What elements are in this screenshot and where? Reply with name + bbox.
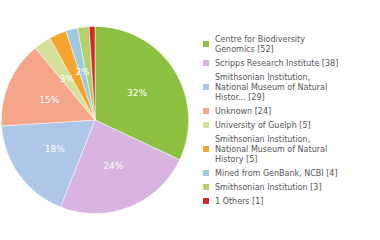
svg-text:15%: 15% [39, 95, 59, 105]
svg-text:National Museum of Natural: National Museum of Natural [215, 145, 327, 154]
svg-text:Unknown [24]: Unknown [24] [215, 107, 271, 116]
svg-text:History [5]: History [5] [215, 155, 257, 164]
svg-text:Smithsonian Institution,: Smithsonian Institution, [215, 73, 310, 82]
svg-text:3%: 3% [60, 74, 75, 84]
svg-text:Smithsonian Institution,: Smithsonian Institution, [215, 135, 310, 144]
svg-text:1 Others [1]: 1 Others [1] [215, 197, 263, 206]
svg-text:Mined from GenBank, NCBI [4]: Mined from GenBank, NCBI [4] [215, 169, 338, 178]
svg-text:32%: 32% [127, 88, 147, 98]
svg-text:2%: 2% [75, 67, 90, 77]
svg-text:University of Guelph [5]: University of Guelph [5] [215, 121, 311, 130]
svg-text:18%: 18% [45, 144, 65, 154]
svg-text:Histor... [29]: Histor... [29] [215, 93, 265, 102]
svg-text:Centre for Biodiversity: Centre for Biodiversity [215, 35, 305, 44]
svg-text:Genomics [52]: Genomics [52] [215, 45, 274, 54]
svg-text:National Museum of Natural: National Museum of Natural [215, 83, 327, 92]
svg-text:Smithsonian Institution [3]: Smithsonian Institution [3] [215, 183, 322, 192]
svg-text:Scripps Research Institute [38: Scripps Research Institute [38] [215, 59, 338, 68]
svg-text:24%: 24% [103, 161, 123, 171]
